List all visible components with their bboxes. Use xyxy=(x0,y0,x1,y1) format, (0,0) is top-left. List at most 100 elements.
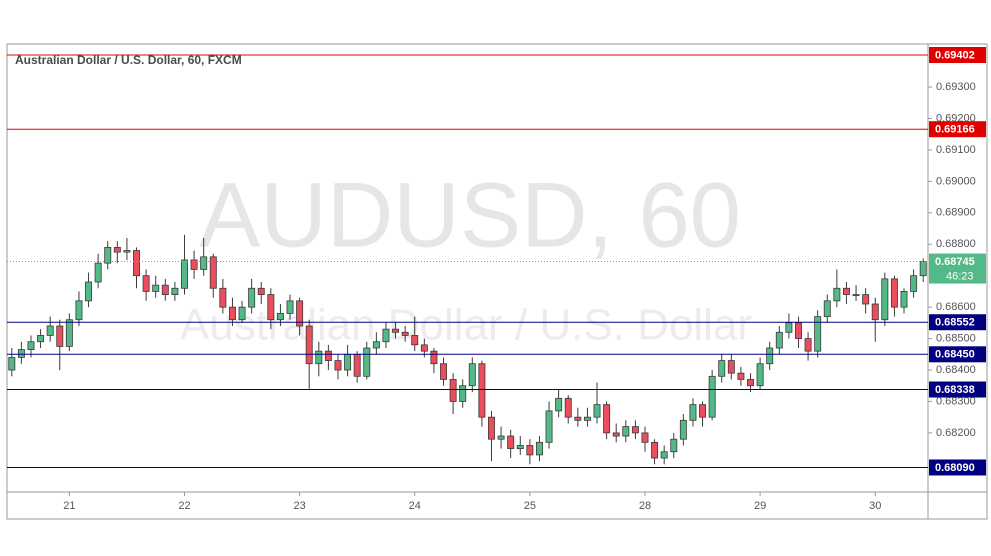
candle-body xyxy=(200,256,208,270)
y-tick-label: 0.68300 xyxy=(936,395,976,407)
candle-body xyxy=(276,313,284,321)
frame xyxy=(6,43,988,520)
level-label: 0.68552 xyxy=(935,317,975,329)
y-tick-label: 0.68400 xyxy=(936,364,976,376)
candle-body xyxy=(564,397,572,418)
candle-body xyxy=(727,360,735,374)
candle-body xyxy=(181,259,188,289)
candle-body xyxy=(430,350,438,365)
candle-body xyxy=(651,441,659,459)
level-label-box xyxy=(929,314,986,331)
level-label: 0.68338 xyxy=(935,384,975,396)
watermark-title: AUDUSD, 60 xyxy=(199,164,741,266)
candle-body xyxy=(17,349,25,358)
candle-body xyxy=(747,379,754,387)
candle-body xyxy=(133,250,140,277)
y-tick-label: 0.68200 xyxy=(936,427,976,439)
candle-body xyxy=(871,303,879,321)
candle-body xyxy=(737,372,745,380)
candle-body xyxy=(910,275,918,292)
candle-body xyxy=(516,445,524,450)
candle-body xyxy=(324,350,332,361)
candle-body xyxy=(842,287,850,295)
level-label-box xyxy=(929,121,986,138)
level-label: 0.69402 xyxy=(935,49,975,61)
candle-body xyxy=(823,300,831,317)
last-price-box xyxy=(929,253,986,284)
candle-body xyxy=(228,306,236,321)
y-tick-label: 0.68800 xyxy=(936,238,976,250)
candle-body xyxy=(775,331,783,349)
candle-body xyxy=(862,294,870,305)
watermark-subtitle: Australian Dollar / U.S. Dollar xyxy=(180,301,752,350)
candle-body xyxy=(785,322,793,333)
y-tick-label: 0.68600 xyxy=(936,301,976,313)
candle-body xyxy=(372,341,380,349)
x-tick-label: 30 xyxy=(869,500,881,512)
candle-body xyxy=(152,284,160,292)
x-tick-label: 23 xyxy=(293,500,305,512)
candle-body xyxy=(919,261,927,277)
candle-body xyxy=(535,441,543,456)
candle-body xyxy=(219,287,227,308)
candle-body xyxy=(382,328,390,343)
candle-body xyxy=(679,419,687,440)
level-label: 0.68450 xyxy=(935,349,975,361)
candle-body xyxy=(123,250,131,253)
candle-body xyxy=(622,426,630,437)
candle-body xyxy=(468,363,476,387)
candle-body xyxy=(890,278,898,308)
candle-body xyxy=(46,325,54,336)
candle-body xyxy=(267,294,275,321)
candle-body xyxy=(315,350,323,365)
x-tick-label: 25 xyxy=(524,500,536,512)
watermark: AUDUSD, 60 Australian Dollar / U.S. Doll… xyxy=(180,164,752,349)
candle-body xyxy=(689,404,697,421)
candle-body xyxy=(459,385,467,402)
candle-body xyxy=(392,328,400,333)
x-tick-label: 21 xyxy=(63,500,75,512)
level-label-box xyxy=(929,47,986,64)
candle-body xyxy=(161,284,169,295)
candle-body xyxy=(305,325,313,365)
candle-body xyxy=(526,445,534,456)
level-label-box xyxy=(929,346,986,363)
candle-body xyxy=(353,353,361,377)
candle-body xyxy=(478,363,486,418)
candle-body xyxy=(804,338,812,352)
candle-body xyxy=(238,306,246,321)
candle-body xyxy=(555,397,563,412)
candle-body xyxy=(583,416,591,421)
candle-body xyxy=(756,363,764,387)
candle-body xyxy=(670,438,678,453)
candle-body xyxy=(65,319,73,347)
candle-body xyxy=(708,375,716,418)
candle-body xyxy=(449,379,457,402)
y-tick-label: 0.69000 xyxy=(936,175,976,187)
level-label: 0.68090 xyxy=(935,462,975,474)
candle-body xyxy=(401,331,409,336)
candle-body xyxy=(603,404,611,434)
candle-body xyxy=(85,281,93,302)
candle-body xyxy=(900,291,908,308)
level-label-box xyxy=(929,459,986,476)
candle-body xyxy=(27,341,35,350)
candle-body xyxy=(545,410,553,443)
candle-body xyxy=(631,426,639,434)
x-tick-label: 29 xyxy=(754,500,766,512)
candle-body xyxy=(488,416,495,440)
candle-body xyxy=(209,256,217,289)
level-label: 0.69166 xyxy=(935,124,975,136)
candle-body xyxy=(814,316,822,352)
y-tick-label: 0.68900 xyxy=(936,207,976,219)
candle-body xyxy=(420,344,428,352)
candle-body xyxy=(8,357,16,371)
countdown-label: 46:23 xyxy=(946,270,974,282)
candle-body xyxy=(104,247,112,264)
candle-body xyxy=(699,404,707,418)
y-tick-label: 0.68500 xyxy=(936,332,976,344)
candle-body xyxy=(881,278,889,321)
candle-body xyxy=(113,247,121,253)
chart-title: Australian Dollar / U.S. Dollar, 60, FXC… xyxy=(15,53,242,67)
